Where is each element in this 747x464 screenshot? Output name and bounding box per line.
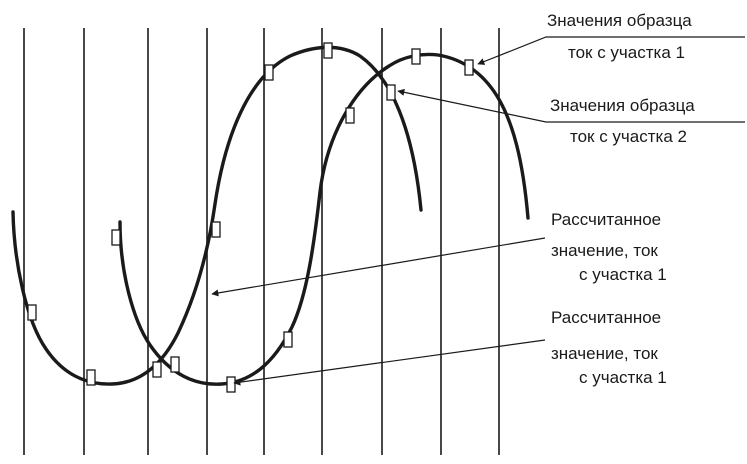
annotation-line: ток с участка 2 bbox=[570, 127, 687, 146]
annotation-line: с участка 1 bbox=[579, 368, 667, 387]
sample-marker bbox=[386, 84, 396, 101]
annotation-line: Значения образца bbox=[547, 11, 692, 30]
annotation-line: с участка 1 bbox=[579, 265, 667, 284]
sample-marker bbox=[283, 331, 293, 348]
sample-marker bbox=[211, 221, 221, 238]
current-curve-section-2 bbox=[118, 52, 530, 386]
sampling-grid bbox=[23, 28, 500, 455]
sample-marker bbox=[323, 42, 333, 59]
annotation-line: ток с участка 1 bbox=[568, 43, 685, 62]
sample-marker bbox=[345, 107, 355, 124]
leader-lines bbox=[211, 36, 745, 386]
annotation-line: Рассчитанное bbox=[551, 308, 661, 327]
annotation-line: Рассчитанное bbox=[551, 210, 661, 229]
annotation-line: значение, ток bbox=[551, 241, 658, 260]
current-curve-section-1 bbox=[11, 45, 423, 386]
sample-marker bbox=[86, 369, 96, 386]
annotation-calculated-2: Рассчитанное значение, ток с участка 1 bbox=[551, 308, 667, 387]
sample-marker bbox=[411, 48, 421, 65]
sample-marker bbox=[170, 356, 180, 373]
sample-marker bbox=[111, 229, 121, 246]
annotation-calculated-1: Рассчитанное значение, ток с участка 1 bbox=[551, 210, 667, 284]
annotation-line: Значения образца bbox=[550, 96, 695, 115]
sample-marker bbox=[27, 304, 37, 321]
annotation-line: значение, ток bbox=[551, 344, 658, 363]
sample-marker bbox=[264, 64, 274, 81]
leader-line-sample-section-2 bbox=[397, 88, 745, 123]
leader-line-sample-section-1 bbox=[477, 36, 745, 65]
sample-marker bbox=[152, 361, 162, 378]
leader-line-calculated-1 bbox=[211, 237, 546, 297]
sample-marker bbox=[464, 59, 474, 76]
sample-marker bbox=[226, 376, 236, 393]
annotation-sample-section-1: Значения образца ток с участка 1 bbox=[547, 11, 692, 62]
annotation-sample-section-2: Значения образца ток с участка 2 bbox=[550, 96, 695, 146]
sample-markers bbox=[27, 42, 474, 393]
leader-line-calculated-2 bbox=[233, 339, 546, 386]
